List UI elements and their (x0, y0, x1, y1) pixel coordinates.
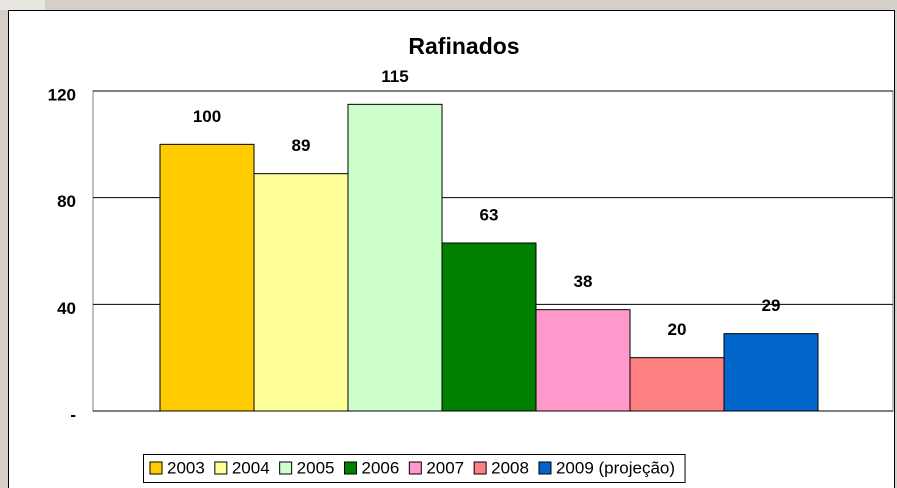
legend-swatch (538, 461, 552, 475)
bar (723, 333, 819, 412)
legend-swatch (343, 461, 357, 475)
y-tick-label: 120 (48, 85, 76, 104)
legend-label: 2009 (projeção) (556, 458, 675, 477)
value-label: 100 (193, 107, 221, 126)
y-tick-label: 80 (57, 192, 76, 211)
value-label: 29 (762, 296, 781, 315)
window-tab (0, 0, 45, 10)
bar (253, 173, 349, 412)
bar (535, 309, 631, 412)
value-label: 38 (574, 272, 593, 291)
legend-label: 2005 (297, 458, 335, 477)
bar (629, 357, 725, 412)
legend-label: 2004 (232, 458, 270, 477)
legend-label: 2008 (491, 458, 529, 477)
window-bar (0, 0, 897, 10)
legend-swatch (214, 461, 228, 475)
chart-title: Rafinados (408, 33, 519, 59)
bar (159, 143, 255, 412)
legend-label: 2003 (167, 458, 205, 477)
legend-swatch (279, 461, 293, 475)
legend-label: 2007 (426, 458, 464, 477)
value-label: 89 (292, 136, 311, 155)
legend-swatch (408, 461, 422, 475)
y-tick-label: - (70, 405, 76, 424)
value-label: 63 (480, 205, 499, 224)
bar (441, 242, 537, 412)
value-label: 20 (668, 320, 687, 339)
legend-label: 2006 (361, 458, 399, 477)
y-tick-label: 40 (57, 299, 76, 318)
legend-swatch (473, 461, 487, 475)
legend-swatch (149, 461, 163, 475)
value-label: 115 (381, 67, 408, 86)
bar (347, 103, 443, 412)
